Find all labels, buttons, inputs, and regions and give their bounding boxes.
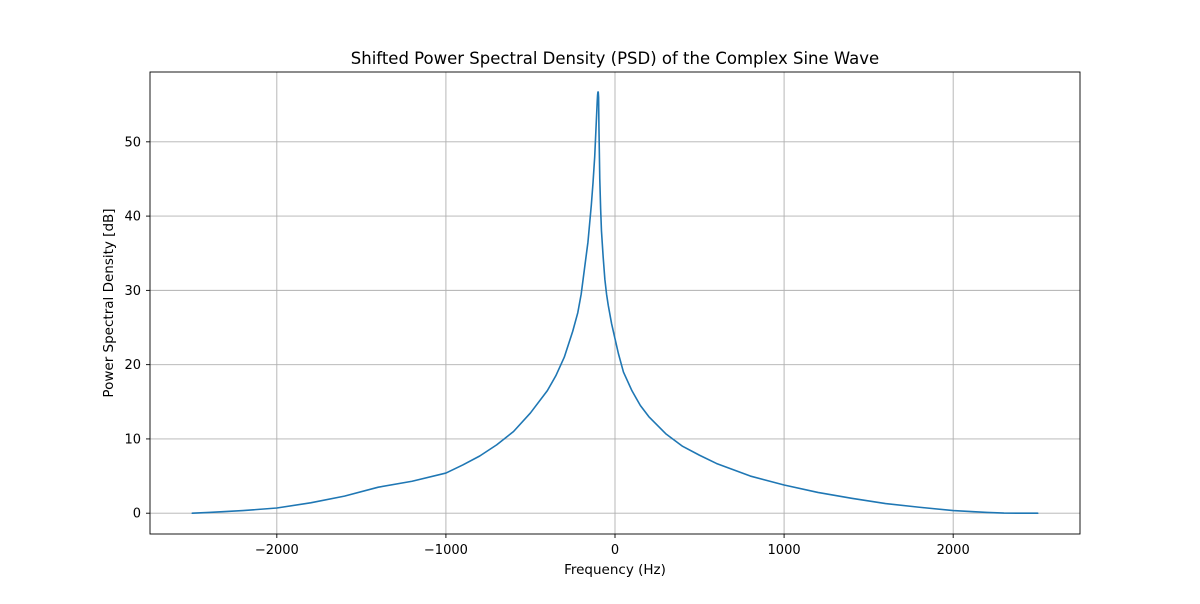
y-tick-label: 30 xyxy=(124,284,141,299)
x-tick-label: 2000 xyxy=(937,543,970,558)
chart-title: Shifted Power Spectral Density (PSD) of … xyxy=(351,49,879,68)
ticks: −2000 −1000 0 1000 2000 0 10 20 30 40 50 xyxy=(124,135,969,558)
y-tick-label: 40 xyxy=(124,210,141,225)
y-tick-label: 20 xyxy=(124,358,141,373)
y-tick-label: 0 xyxy=(133,507,141,522)
y-tick-label: 10 xyxy=(124,432,141,447)
grid xyxy=(150,72,1080,534)
x-tick-label: 1000 xyxy=(768,543,801,558)
series-layer xyxy=(191,91,1039,514)
y-tick-label: 50 xyxy=(124,135,141,150)
x-tick-label: 0 xyxy=(611,543,619,558)
psd-series-line xyxy=(191,91,1039,514)
x-tick-label: −2000 xyxy=(255,543,299,558)
x-axis-label: Frequency (Hz) xyxy=(564,562,666,578)
x-tick-label: −1000 xyxy=(424,543,468,558)
y-axis-label: Power Spectral Density [dB] xyxy=(101,208,117,397)
